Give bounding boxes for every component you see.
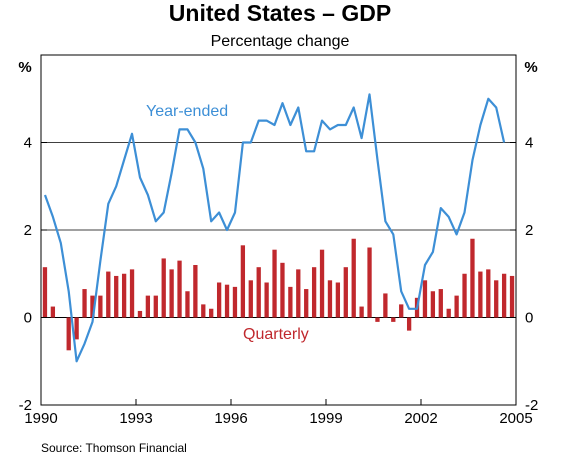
- quarterly-bar: [296, 269, 301, 318]
- series-label-quarterly: Quarterly: [243, 326, 309, 343]
- y-tick-label-right: 4: [525, 135, 533, 152]
- quarterly-bar: [375, 317, 380, 322]
- quarterly-bar: [232, 286, 238, 318]
- quarterly-bar: [494, 280, 499, 318]
- quarterly-bar: [486, 269, 491, 318]
- quarterly-bar: [391, 317, 396, 322]
- quarterly-bar: [256, 267, 261, 318]
- x-tick-label: 1993: [119, 410, 152, 427]
- y-tick-label-left: -2: [19, 397, 32, 414]
- quarterly-bar: [351, 238, 356, 318]
- quarterly-bars: [42, 238, 515, 351]
- quarterly-bar: [209, 308, 214, 318]
- quarterly-bar: [185, 291, 190, 318]
- quarterly-bar: [509, 275, 515, 318]
- y-tick-label-right: 2: [525, 222, 533, 239]
- quarterly-bar: [66, 317, 71, 351]
- quarterly-bar: [399, 304, 404, 318]
- year-ended-series-line: [43, 93, 506, 363]
- quarterly-bar: [137, 310, 143, 318]
- quarterly-bar: [121, 273, 127, 318]
- gridlines: [41, 142, 516, 231]
- quarterly-bar: [74, 317, 79, 340]
- quarterly-bar: [169, 269, 174, 318]
- x-tick-label: 1999: [309, 410, 342, 427]
- quarterly-bar: [454, 295, 459, 318]
- y-tick-label-left: 0: [24, 310, 32, 327]
- quarterly-bar: [240, 245, 246, 318]
- quarterly-bar: [406, 317, 412, 331]
- chart-title: United States – GDP: [169, 0, 391, 26]
- x-tick-label: 2005: [499, 410, 532, 427]
- quarterly-bar: [153, 295, 158, 318]
- y-tick-label-left: 4: [24, 135, 32, 152]
- quarterly-bar: [224, 284, 230, 318]
- quarterly-bar: [50, 306, 56, 318]
- quarterly-bar: [280, 262, 285, 318]
- quarterly-bar: [470, 238, 475, 318]
- quarterly-bar: [462, 273, 467, 318]
- quarterly-bar: [327, 280, 333, 318]
- y-unit-left: %: [18, 59, 31, 76]
- x-tick-label: 1990: [24, 410, 57, 427]
- quarterly-bar: [383, 293, 388, 318]
- quarterly-bar: [446, 308, 451, 318]
- quarterly-bar: [272, 249, 277, 318]
- y-axis-ticks: -2 -2 0 0 2 2 4 4: [19, 135, 539, 415]
- y-tick-label-right: 0: [525, 310, 533, 327]
- quarterly-bar: [193, 265, 198, 318]
- quarterly-bar: [367, 247, 372, 318]
- quarterly-bar: [82, 289, 87, 318]
- quarterly-bar: [90, 295, 95, 318]
- quarterly-bar: [145, 295, 151, 318]
- quarterly-bar: [438, 289, 443, 318]
- quarterly-bar: [304, 289, 309, 318]
- source-note: Source: Thomson Financial: [41, 441, 187, 455]
- quarterly-bar: [430, 291, 436, 318]
- x-tick-label: 2002: [404, 410, 437, 427]
- quarterly-bar: [114, 275, 119, 318]
- quarterly-bar: [319, 249, 325, 318]
- quarterly-bar: [343, 267, 348, 318]
- x-tick-label: 1996: [214, 410, 247, 427]
- quarterly-bar: [359, 306, 364, 318]
- quarterly-bar: [216, 282, 222, 318]
- y-tick-label-left: 2: [24, 222, 32, 239]
- quarterly-bar: [264, 282, 269, 318]
- quarterly-bar: [248, 280, 253, 318]
- quarterly-bar: [42, 267, 48, 318]
- y-tick-label-right: -2: [525, 397, 538, 414]
- quarterly-bar: [288, 286, 293, 318]
- quarterly-bar: [129, 269, 135, 318]
- chart-subtitle: Percentage change: [211, 33, 350, 50]
- quarterly-bar: [335, 282, 341, 318]
- y-unit-right: %: [524, 59, 537, 76]
- quarterly-bar: [177, 260, 182, 318]
- quarterly-bar: [478, 271, 483, 318]
- quarterly-bar: [161, 258, 166, 318]
- series-label-year-ended: Year-ended: [146, 103, 228, 120]
- quarterly-bar: [422, 280, 428, 318]
- quarterly-bar: [106, 271, 111, 318]
- quarterly-bar: [501, 273, 507, 318]
- year-ended-line: [43, 93, 506, 363]
- quarterly-bar: [98, 295, 103, 318]
- quarterly-bar: [201, 304, 206, 318]
- quarterly-bar: [311, 267, 317, 318]
- x-axis-ticks: 1990 1993 1996 1999 2002 2005: [24, 399, 533, 427]
